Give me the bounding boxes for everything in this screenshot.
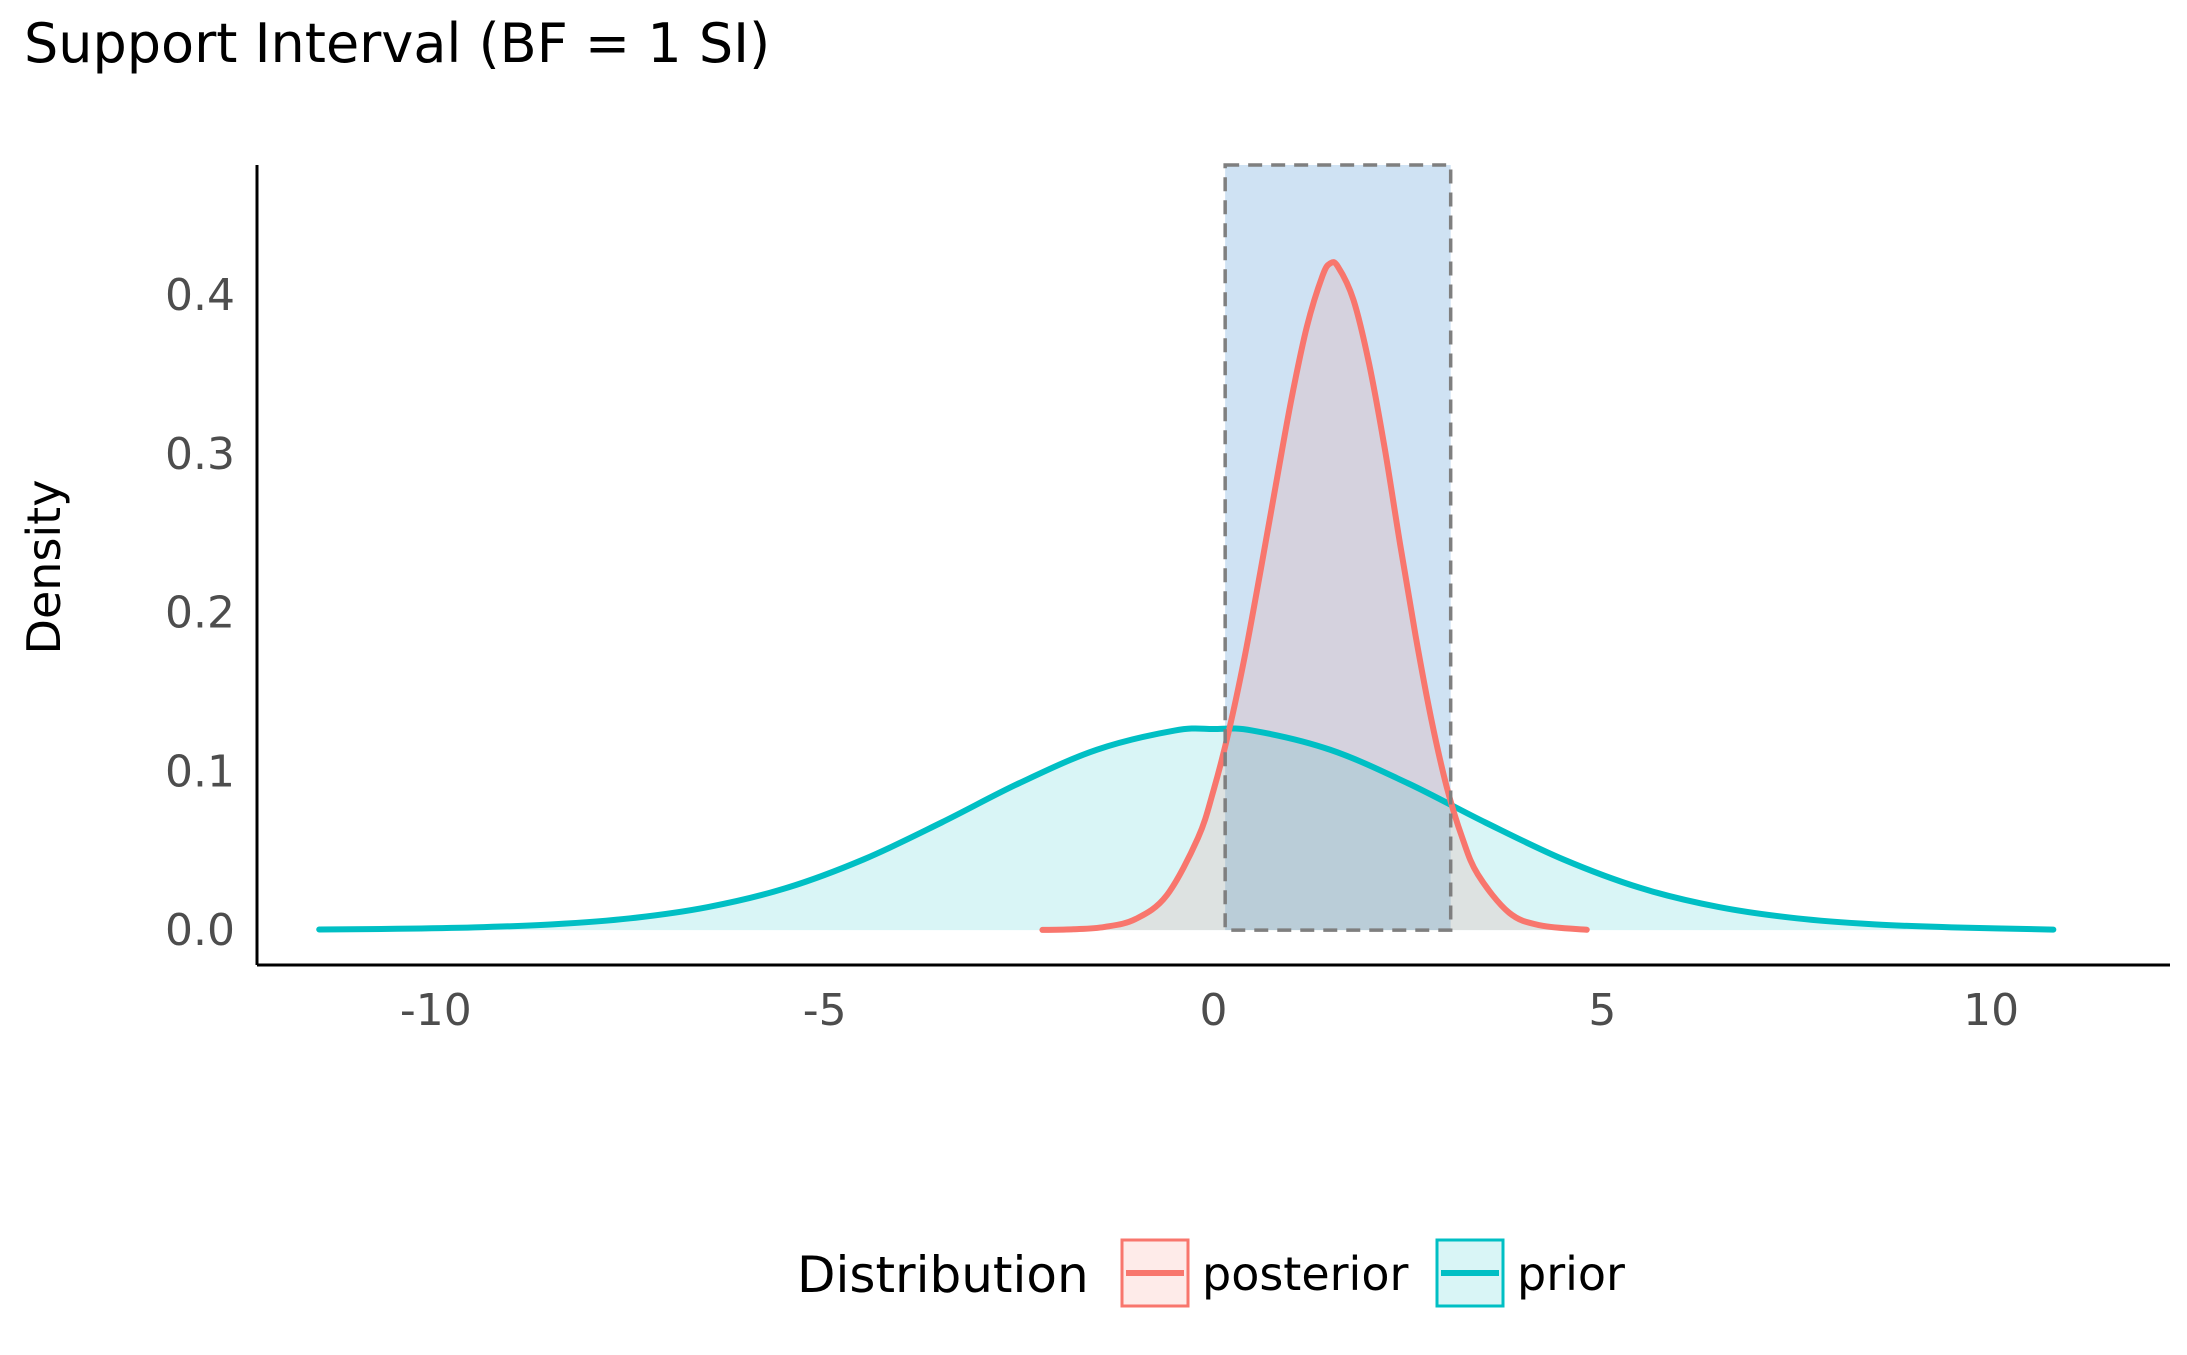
y-tick-label: 0.3 <box>165 429 235 480</box>
chart-title: Support Interval (BF = 1 SI) <box>24 12 770 75</box>
series-area-posterior <box>1042 262 1587 931</box>
series-line-posterior <box>1039 259 1590 933</box>
x-tick-label: 10 <box>1963 985 2019 1036</box>
y-tick-label: 0.1 <box>165 746 235 797</box>
legend-label-prior: prior <box>1517 1247 1625 1301</box>
series-line-prior <box>316 725 2057 933</box>
y-tick-label: 0.0 <box>165 905 235 956</box>
y-tick-label: 0.2 <box>165 588 235 639</box>
legend-label-posterior: posterior <box>1202 1247 1408 1301</box>
series-area-prior <box>319 728 2054 931</box>
plot-area: -10 -5 0 5 10 0.0 0.1 0.2 0.3 0.4 <box>165 163 2170 1036</box>
y-axis-label: Density <box>17 480 71 655</box>
y-tick-label: 0.4 <box>165 270 235 321</box>
x-tick-label: 0 <box>1200 985 1228 1036</box>
legend-title: Distribution <box>797 1246 1089 1304</box>
support-interval-border <box>1223 163 1453 932</box>
x-tick-label: -10 <box>400 985 472 1036</box>
legend-entries: posterior prior <box>1120 1238 1625 1308</box>
x-tick-label: 5 <box>1588 985 1616 1036</box>
legend: Distribution posterior prior <box>797 1238 1625 1308</box>
x-tick-label: -5 <box>803 985 847 1036</box>
